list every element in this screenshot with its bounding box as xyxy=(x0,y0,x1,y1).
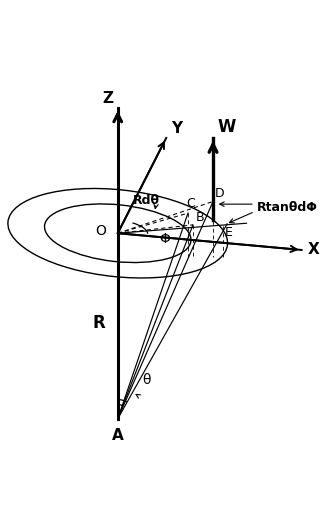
Text: A: A xyxy=(112,428,124,443)
Text: B: B xyxy=(196,211,204,224)
Text: Rdθ: Rdθ xyxy=(133,195,160,207)
Text: O: O xyxy=(95,224,106,237)
Text: W: W xyxy=(217,118,236,136)
Text: E: E xyxy=(225,226,233,239)
Text: R: R xyxy=(93,314,106,332)
Text: θ: θ xyxy=(142,373,150,387)
Text: C: C xyxy=(186,197,195,210)
Text: X: X xyxy=(308,242,320,258)
Text: Z: Z xyxy=(102,91,113,106)
Text: D: D xyxy=(215,188,225,200)
Text: Y: Y xyxy=(171,121,182,136)
Text: Φ: Φ xyxy=(160,232,170,246)
Text: RtanθdΦ: RtanθdΦ xyxy=(257,201,318,214)
